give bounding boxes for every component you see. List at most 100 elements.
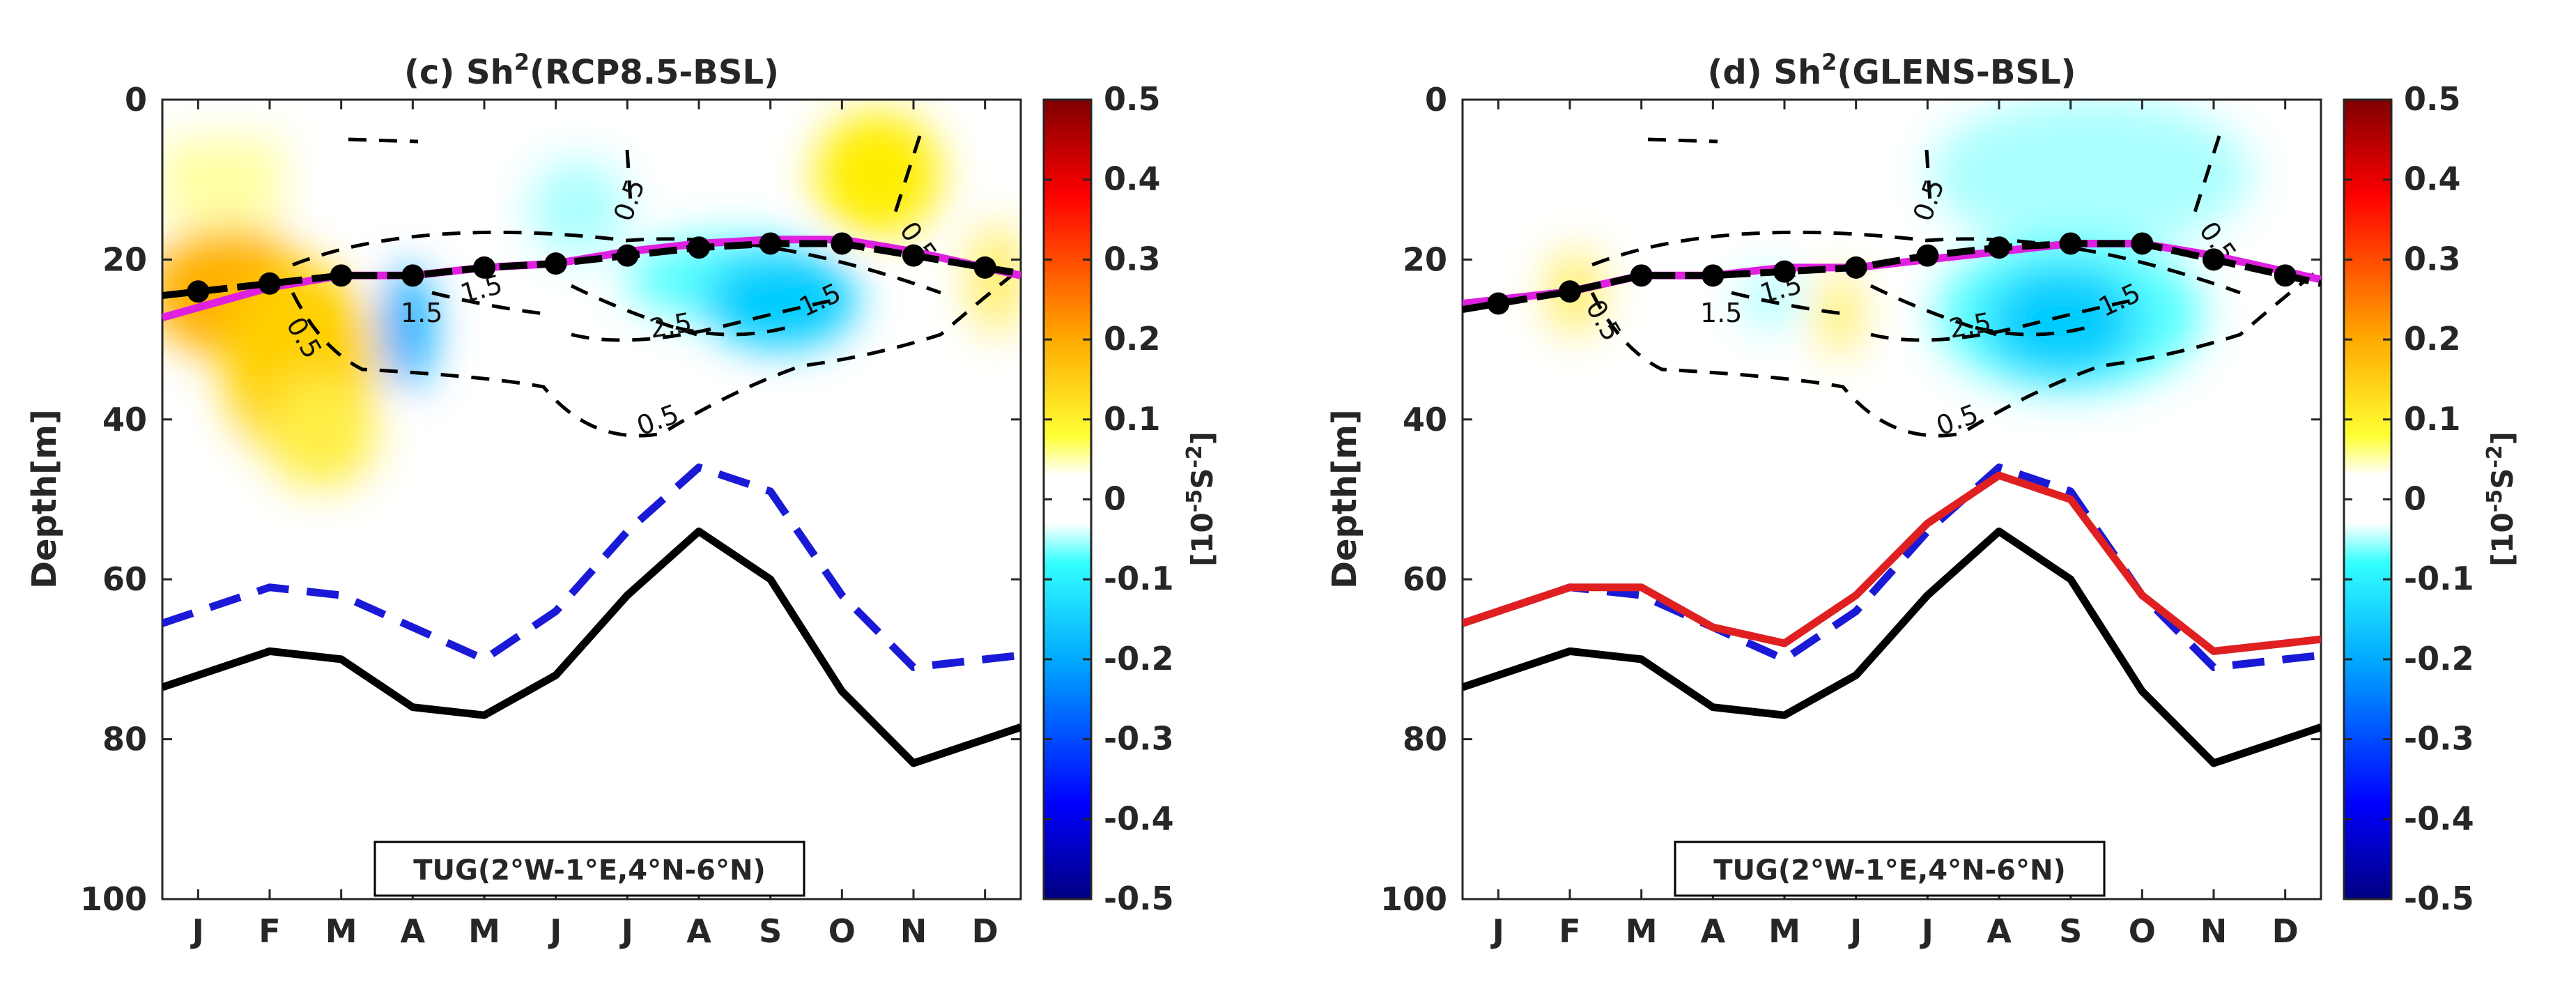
contour-label: 0.5 <box>633 398 683 441</box>
panel-d-colorbar-label: [10-5S-2] <box>2483 431 2520 567</box>
y-tick-label: 100 <box>80 880 147 918</box>
x-tick-label: F <box>1559 912 1580 950</box>
colorbar-tick-label: 0 <box>2404 480 2426 518</box>
series-marker <box>2059 232 2082 255</box>
x-tick-label: J <box>548 912 562 950</box>
contour-label: 0.5 <box>1932 398 1982 441</box>
x-tick-label: N <box>2200 912 2228 950</box>
colorbar-tick-label: -0.5 <box>1104 880 1174 917</box>
series-marker <box>973 256 996 279</box>
series-line <box>1463 240 2321 314</box>
x-tick-label: O <box>2129 912 2156 950</box>
x-tick-label: J <box>190 912 204 950</box>
colorbar-tick-label: 0.5 <box>1104 80 1161 118</box>
series-marker <box>259 272 281 295</box>
panel-c-region-label: TUG(2°W-1°E,4°N-6°N) <box>413 854 766 887</box>
colorbar-tick-label: 0 <box>1104 480 1126 518</box>
series-line <box>162 463 1021 671</box>
panel-d: (d) Sh2(GLENS-BSL) 0.5 0 <box>1325 49 2520 950</box>
series-line <box>162 240 1021 299</box>
contour-label: 2.5 <box>1947 307 1993 344</box>
panel-d-title: (d) Sh2(GLENS-BSL) <box>1707 49 2076 92</box>
y-tick-label: 20 <box>102 240 147 278</box>
series-marker <box>1916 244 1939 267</box>
panel-c-colorbar: 0.5 0.4 0.3 0.2 0.1 0 -0.1 -0.2 -0.3 -0.4 -0.5 [10… <box>1042 80 1219 917</box>
y-tick-label: 80 <box>1403 721 1447 758</box>
colorbar-tick-label: -0.2 <box>2404 640 2474 677</box>
x-tick-label: F <box>259 912 280 950</box>
x-tick-label: M <box>325 912 357 950</box>
panel-c-axes <box>161 98 1022 900</box>
series-marker <box>688 236 710 259</box>
panel-c-region-box: TUG(2°W-1°E,4°N-6°N) <box>373 841 805 897</box>
panel-c-shading <box>162 112 1021 488</box>
x-tick-label: A <box>401 912 426 950</box>
x-tick-label: S <box>2059 912 2082 950</box>
panel-c-ylabel: Depth[m] <box>25 409 64 589</box>
x-tick-label: M <box>1626 912 1658 950</box>
colorbar-tick-label: -0.4 <box>2404 799 2474 837</box>
contour-label: 1.5 <box>1700 298 1742 328</box>
panel-d-axes <box>1461 98 2322 900</box>
colorbar-tick-label: -0.1 <box>1104 560 1174 597</box>
colorbar-tick-label: 0.3 <box>2404 240 2461 277</box>
series-marker <box>187 280 210 303</box>
colorbar-tick-label: -0.3 <box>2404 720 2474 758</box>
x-tick-label: S <box>759 912 782 950</box>
y-tick-label: 0 <box>125 81 147 118</box>
series-marker <box>1702 264 1725 287</box>
series-marker <box>401 264 424 287</box>
y-tick-label: 80 <box>102 721 147 758</box>
panel-c-colorbar-label: [10-5S-2] <box>1182 431 1219 567</box>
colorbar-tick-label: 0.3 <box>1104 240 1161 277</box>
panel-d-ylabel: Depth[m] <box>1325 409 1364 589</box>
series-marker <box>902 244 925 267</box>
series-marker <box>1773 260 1796 283</box>
x-tick-label: D <box>2272 912 2299 950</box>
x-tick-label: A <box>686 912 711 950</box>
series-marker <box>831 232 854 255</box>
x-tick-label: O <box>828 912 856 950</box>
series-marker <box>759 232 782 255</box>
series-marker <box>1844 256 1867 279</box>
panel-c-series <box>162 232 1021 767</box>
colorbar-tick-label: 0.2 <box>1104 320 1161 358</box>
panel-d-contours <box>1590 135 2321 438</box>
x-tick-label: J <box>619 912 633 950</box>
y-tick-label: 100 <box>1380 880 1447 918</box>
x-tick-label: A <box>1701 912 1726 950</box>
x-tick-label: N <box>900 912 927 950</box>
panel-d-region-box: TUG(2°W-1°E,4°N-6°N) <box>1674 841 2106 897</box>
series-line <box>1463 527 2321 767</box>
colorbar-tick-label: 0.5 <box>2404 80 2461 118</box>
series-line <box>162 527 1021 767</box>
y-tick-label: 0 <box>1425 81 1447 118</box>
colorbar-tick-label: 0.1 <box>1104 400 1161 438</box>
series-marker <box>616 244 639 267</box>
series-marker <box>473 256 495 279</box>
x-tick-label: A <box>1987 912 2012 950</box>
series-marker <box>544 252 567 275</box>
y-tick-label: 60 <box>102 560 147 598</box>
panel-d-yticks: 0 20 40 60 80 100 <box>1380 81 2321 918</box>
x-tick-label: J <box>1848 912 1862 950</box>
y-tick-label: 20 <box>1403 240 1447 278</box>
panel-d-region-label: TUG(2°W-1°E,4°N-6°N) <box>1713 854 2066 887</box>
x-tick-label: J <box>1920 912 1934 950</box>
y-tick-label: 40 <box>1403 401 1447 438</box>
panel-c-title: (c) Sh2(RCP8.5-BSL) <box>404 49 779 92</box>
x-tick-label: M <box>1768 912 1800 950</box>
colorbar-tick-label: -0.5 <box>2404 880 2474 917</box>
series-marker <box>1988 236 2010 259</box>
x-tick-label: M <box>468 912 500 950</box>
y-tick-label: 60 <box>1403 560 1447 598</box>
x-tick-label: J <box>1490 912 1504 950</box>
series-line <box>1463 471 2321 655</box>
panel-d-series <box>1463 232 2321 767</box>
series-marker <box>1630 264 1653 287</box>
panel-c-contours <box>291 135 1021 438</box>
colorbar-tick-label: 0.1 <box>2404 400 2461 438</box>
contour-label: 1.5 <box>401 298 442 328</box>
